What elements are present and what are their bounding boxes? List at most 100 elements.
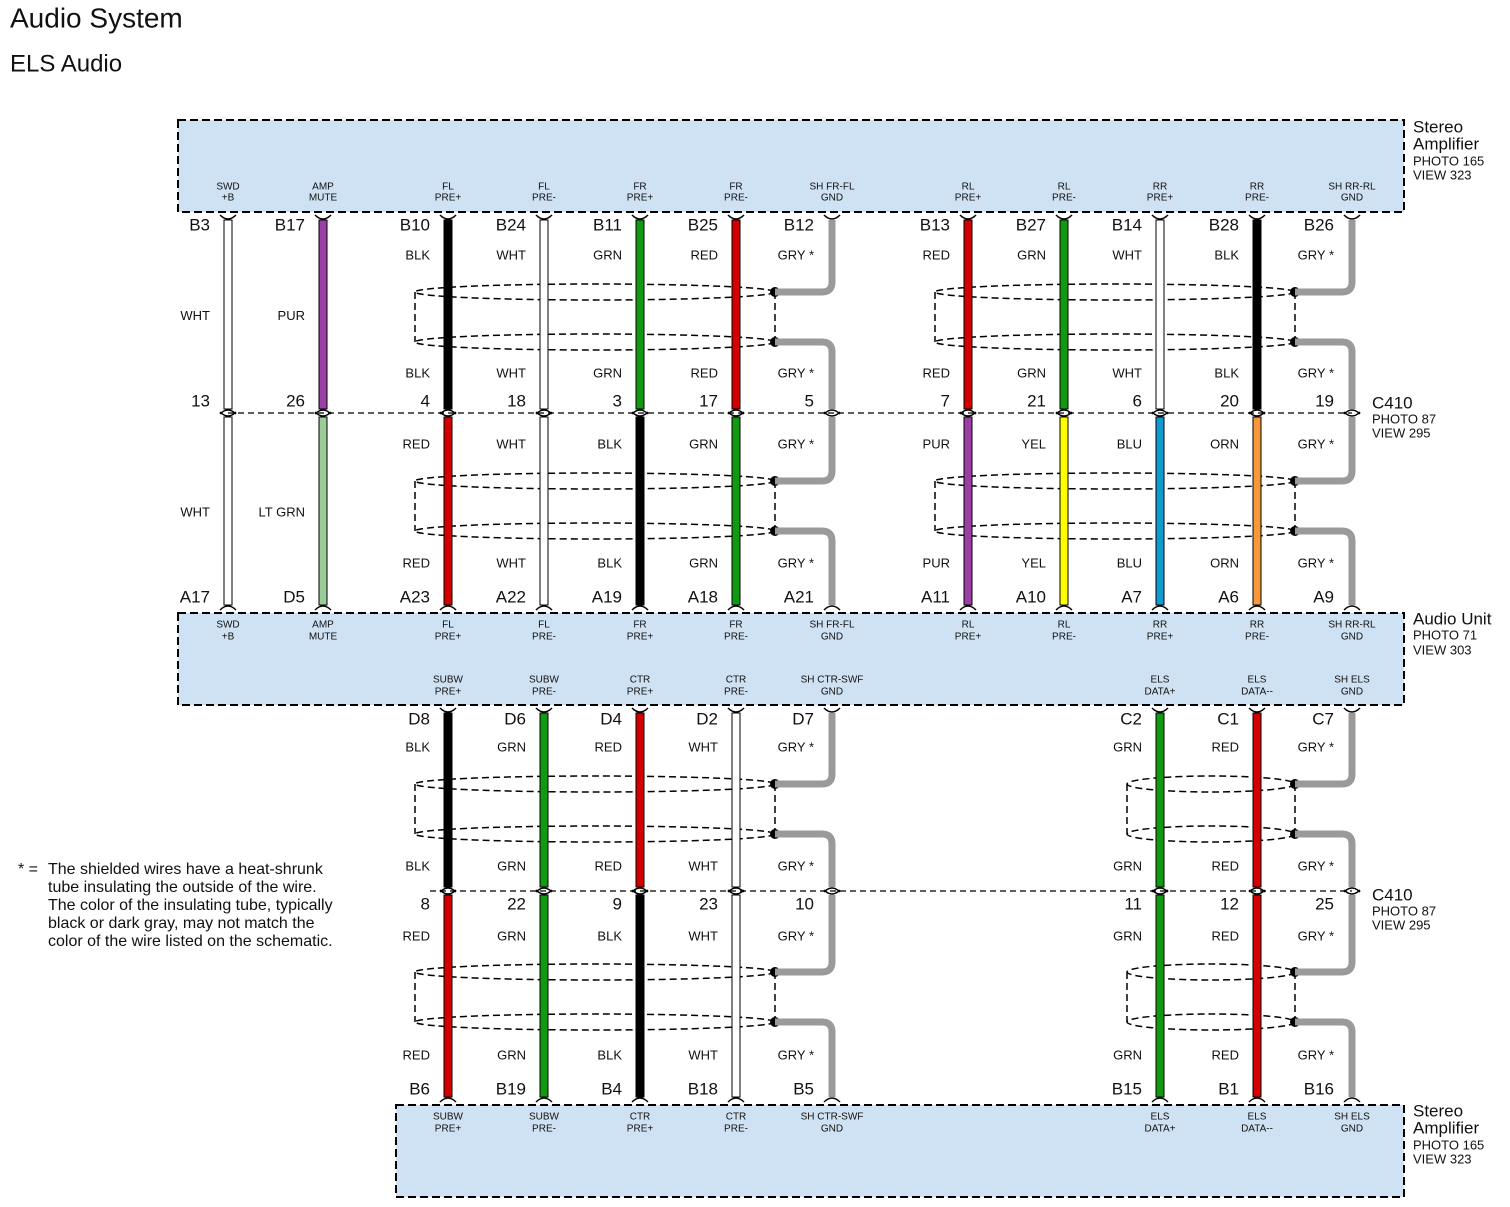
wire: [1252, 416, 1262, 606]
pin-label: B28: [1209, 215, 1239, 234]
pin-cap: [1343, 707, 1361, 713]
drain-wire: [1295, 220, 1356, 296]
terminal-label: SH RR-RL: [1328, 620, 1376, 631]
pin-cap: [727, 214, 745, 220]
component-name: Amplifier: [1413, 1118, 1479, 1137]
terminal-label: PRE+: [435, 193, 462, 204]
wire-color-label: YEL: [1021, 555, 1046, 570]
wire-color-label: GRN: [497, 928, 526, 943]
shield-outline: [934, 472, 1296, 490]
pin-label: A18: [688, 587, 718, 606]
pin-cap: [439, 1097, 457, 1103]
terminal-label: PRE-: [532, 632, 556, 643]
wire-color-label: WHT: [688, 1047, 718, 1062]
drain-wire: [1295, 417, 1356, 485]
wire-color-label: RED: [923, 365, 950, 380]
wire: [318, 219, 328, 410]
wire-color-label: GRY *: [1298, 1047, 1334, 1062]
shield-outline: [414, 333, 776, 351]
terminal-label: FL: [442, 620, 454, 631]
terminal-label: SH CTR-SWF: [801, 675, 864, 686]
wire-color-label: WHT: [496, 247, 526, 262]
wire-color-label: GRY *: [778, 555, 814, 570]
drain-wire: [1295, 1018, 1356, 1097]
pin-cap: [535, 411, 553, 417]
pin-label: B14: [1112, 215, 1142, 234]
pin-cap: [1151, 1097, 1169, 1103]
wire-color-label: GRN: [1017, 365, 1046, 380]
pin-label: D5: [283, 587, 305, 606]
pin-label: 18: [507, 391, 526, 410]
shield-outline: [1126, 825, 1296, 843]
terminal-label: AMP: [312, 620, 334, 631]
wire-color-label: WHT: [180, 504, 210, 519]
pin-cap: [631, 1097, 649, 1103]
pin-label: B15: [1112, 1079, 1142, 1098]
pin-label: C7: [1312, 709, 1334, 728]
pin-cap: [1343, 889, 1361, 895]
pin-cap: [1151, 411, 1169, 417]
terminal-label: GND: [821, 632, 843, 643]
component-view: VIEW 323: [1413, 167, 1472, 182]
terminal-label: DATA+: [1144, 687, 1175, 698]
pin-label: B13: [920, 215, 950, 234]
pin-label: 26: [286, 391, 305, 410]
terminal-label: +B: [222, 193, 235, 204]
pin-label: 23: [699, 894, 718, 913]
shield-outline: [414, 283, 776, 301]
pin-cap: [314, 411, 332, 417]
pin-label: D2: [696, 709, 718, 728]
terminal-label: RR: [1250, 182, 1264, 193]
wire-color-label: GRY *: [1298, 365, 1334, 380]
wire: [731, 416, 741, 606]
pin-label: B25: [688, 215, 718, 234]
wire: [539, 712, 549, 888]
drain-wire: [1295, 713, 1356, 788]
wire: [1155, 894, 1165, 1098]
terminal-label: +B: [222, 632, 235, 643]
wire-color-label: BLU: [1117, 436, 1142, 451]
terminal-label: PRE-: [532, 687, 556, 698]
wire-color-label: WHT: [1112, 247, 1142, 262]
pin-cap: [1248, 889, 1266, 895]
connector-photo: PHOTO 87: [1372, 411, 1436, 426]
terminal-label: CTR: [630, 675, 651, 686]
wire-color-label: GRN: [1113, 739, 1142, 754]
pin-cap: [219, 605, 237, 611]
shield-outline: [1126, 1013, 1296, 1031]
terminal-label: PRE+: [1147, 632, 1174, 643]
wire-color-label: BLK: [597, 928, 622, 943]
wire-color-label: GRY *: [778, 739, 814, 754]
terminal-label: GND: [1341, 632, 1363, 643]
audio-unit-box: [177, 612, 1405, 706]
wire: [963, 219, 973, 410]
terminal-label: PRE+: [627, 687, 654, 698]
terminal-label: RR: [1153, 620, 1167, 631]
wire: [963, 416, 973, 606]
terminal-label: SH RR-RL: [1328, 182, 1376, 193]
pin-label: C1: [1217, 709, 1239, 728]
pin-cap: [631, 411, 649, 417]
pin-cap: [823, 605, 841, 611]
pin-cap: [1151, 707, 1169, 713]
terminal-label: PRE+: [435, 632, 462, 643]
pin-label: 9: [613, 894, 622, 913]
wire-color-label: GRY *: [778, 436, 814, 451]
terminal-label: FL: [442, 182, 454, 193]
wire-color-label: RED: [1212, 858, 1239, 873]
wire-color-label: PUR: [923, 436, 950, 451]
note-line: color of the wire listed on the schemati…: [48, 933, 333, 950]
terminal-label: SUBW: [529, 675, 560, 686]
pin-label: B6: [409, 1079, 430, 1098]
pin-label: B3: [189, 215, 210, 234]
terminal-label: SWD: [216, 182, 239, 193]
wire-color-label: BLK: [405, 365, 430, 380]
drain-wire: [1295, 527, 1356, 605]
wire: [1155, 416, 1165, 606]
wire-color-label: GRN: [1017, 247, 1046, 262]
wire-color-label: WHT: [688, 739, 718, 754]
terminal-label: AMP: [312, 182, 334, 193]
pin-label: 20: [1220, 391, 1239, 410]
wire-color-label: GRY *: [778, 1047, 814, 1062]
terminal-label: FR: [729, 620, 742, 631]
